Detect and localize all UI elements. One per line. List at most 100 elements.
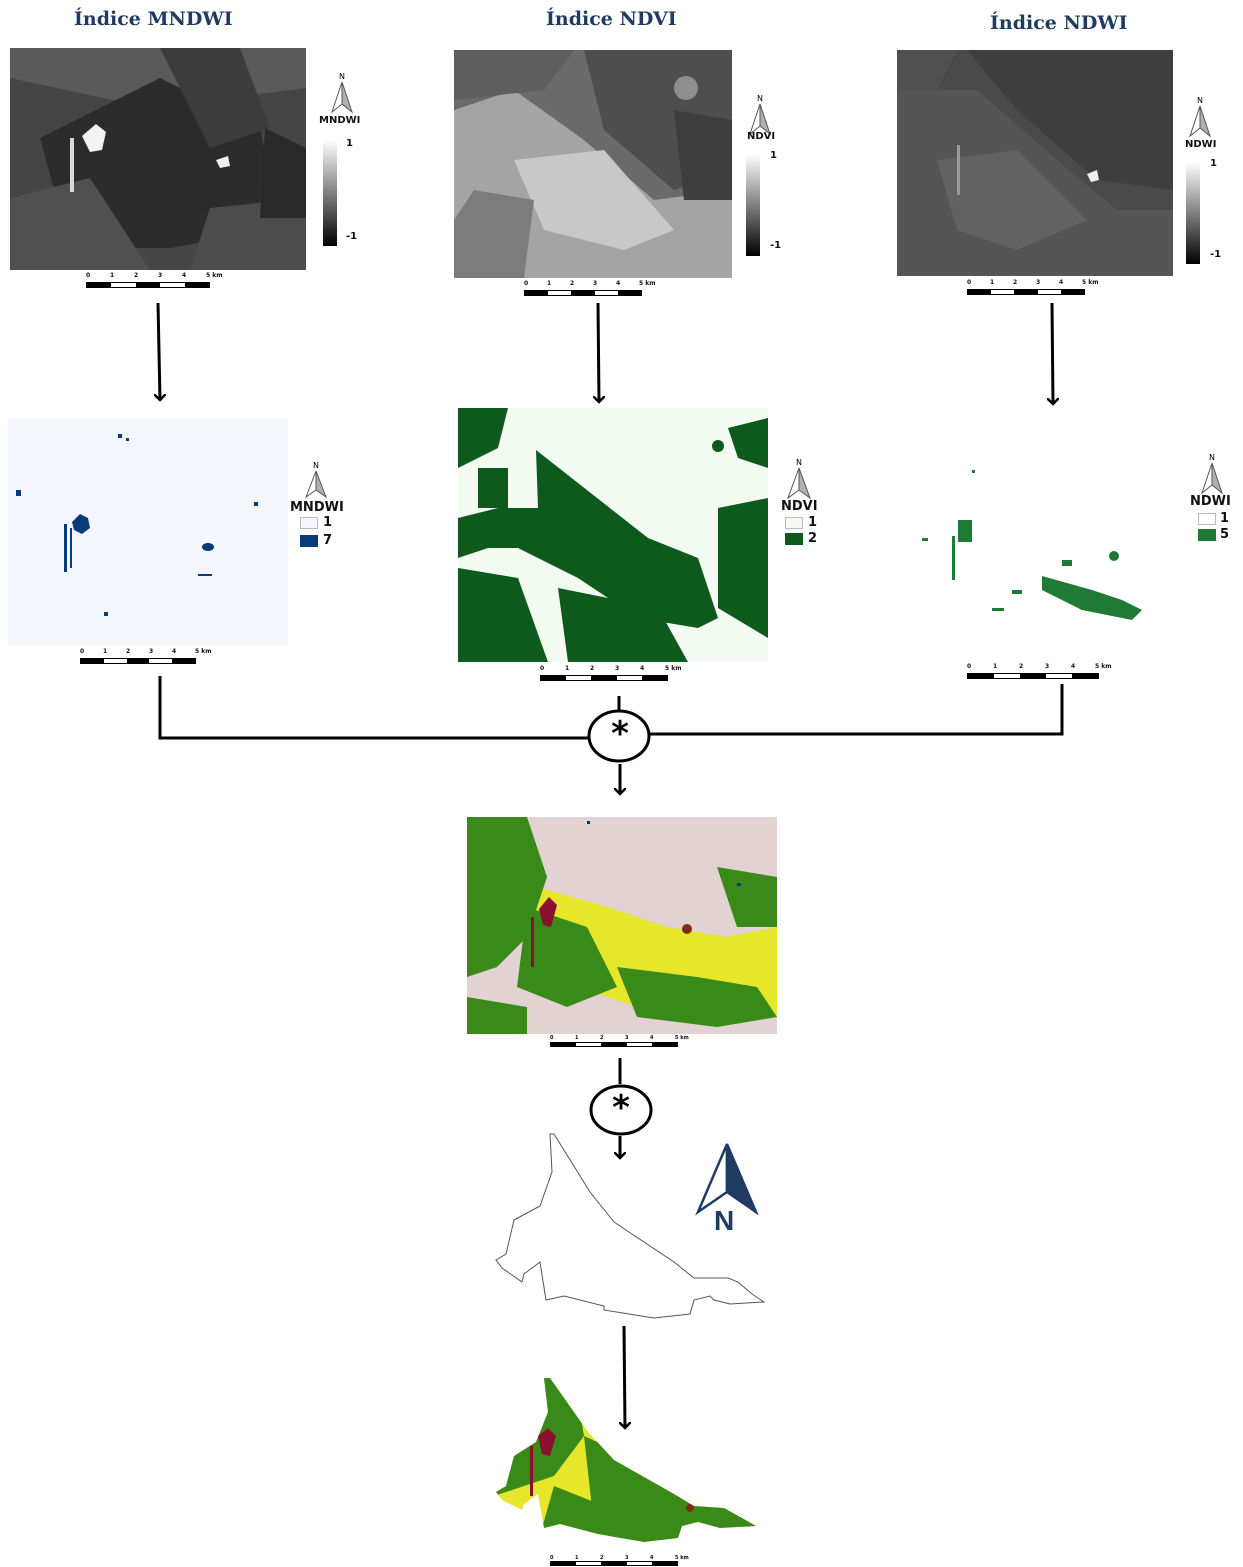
study-area-boundary [495,1133,766,1319]
scale-tick: 2 [570,280,575,287]
legend-min: -1 [346,231,358,242]
scale-tick: 0 [967,663,972,670]
scale-tick: 3 [625,1555,629,1561]
multiply-operator-ellipse [589,1084,653,1136]
legend-swatch-1 [1198,513,1216,525]
scale-bar: 0 1 2 3 4 5 km [524,280,660,300]
legend-swatch-2 [785,533,803,545]
scale-tick: 3 [158,272,163,279]
legend-max: 1 [770,150,777,161]
legend-title: NDVI [747,131,776,142]
connector-mndwi [158,676,590,740]
ndvi-index-map [454,50,732,278]
scale-tick: 4 [650,1035,654,1041]
ndwi-index-map [897,50,1173,276]
scale-bar: 0 1 2 3 4 5 km [540,665,690,685]
gradient-ramp [1186,162,1200,264]
scale-tick: 1 [103,648,108,655]
title-mndwi: Índice MNDWI [74,8,233,30]
north-arrow-icon: N [330,72,354,114]
scale-tick: 4 [616,280,621,287]
scale-bar: 0 1 2 3 4 5 km [80,648,214,668]
final-clipped-map [496,1378,756,1542]
legend-title: NDVI [781,499,818,514]
scale-tick: 5 km [665,665,682,672]
legend-min: -1 [770,240,782,251]
scale-tick: 1 [575,1035,579,1041]
scale-tick: 4 [640,665,645,672]
arrow-mndwi-down [158,302,160,400]
scale-tick: 3 [625,1035,629,1041]
legend-max: 1 [346,138,353,149]
arrow-to-final [624,1325,625,1428]
scale-tick: 3 [593,280,598,287]
connector-ndwi [650,684,1064,736]
scale-tick: 5 km [675,1035,689,1041]
legend-value-2: 7 [323,533,333,548]
scale-tick: 4 [1059,279,1064,286]
legend-min: -1 [1210,249,1222,260]
ndvi-classified-map [458,408,768,662]
scale-tick: 2 [1019,663,1024,670]
gradient-ramp [323,140,337,246]
north-arrow-icon: N [786,458,812,500]
scale-tick: 0 [967,279,972,286]
legend-value-2: 2 [808,531,818,546]
gradient-ramp [746,154,760,256]
title-ndwi: Índice NDWI [990,12,1128,34]
scale-tick: 2 [590,665,595,672]
legend-value-1: 1 [808,515,818,530]
scale-tick: 3 [1036,279,1041,286]
scale-tick: 0 [550,1555,554,1561]
legend-title: MNDWI [319,115,361,126]
legend-swatch-1 [300,517,318,529]
title-ndvi: Índice NDVI [546,8,677,30]
scale-tick: 1 [575,1555,579,1561]
legend-value-2: 5 [1220,527,1230,542]
scale-bar: 0 1 2 3 4 5 km [86,272,223,292]
scale-tick: 5 km [195,648,212,655]
scale-tick: 2 [126,648,131,655]
mndwi-classified-map [8,418,288,646]
scale-tick: 0 [540,665,545,672]
scale-tick: 2 [600,1035,604,1041]
scale-bar: 0 1 2 3 4 5 km [967,279,1103,299]
scale-tick: 2 [600,1555,604,1561]
scale-bar: 0 1 2 3 4 5 km [550,1035,694,1051]
legend-title: MNDWI [290,500,344,515]
arrow-ndwi-down [1052,302,1053,404]
scale-tick: 1 [565,665,570,672]
legend-value-1: 1 [323,515,333,530]
north-arrow-icon: N [748,94,772,136]
scale-tick: 2 [134,272,139,279]
scale-tick: 1 [990,279,995,286]
legend-swatch-1 [785,517,803,529]
north-arrow-icon: N [1200,453,1224,495]
legend-swatch-2 [1198,529,1216,541]
scale-tick: 4 [182,272,187,279]
legend-value-1: 1 [1220,511,1230,526]
operator-symbol: * [612,1088,630,1128]
svg-text:N: N [757,94,763,103]
scale-tick: 4 [650,1555,654,1561]
multiply-operator-ellipse [587,709,651,763]
scale-tick: 3 [149,648,154,655]
north-arrow-icon: N [1188,96,1212,138]
scale-tick: 0 [524,280,529,287]
north-label: N [714,1205,735,1236]
arrow-ndvi-down [598,302,599,402]
scale-tick: 4 [1071,663,1076,670]
legend-title: NDWI [1190,494,1231,509]
scale-tick: 3 [1045,663,1050,670]
svg-text:N: N [1209,453,1215,462]
scale-tick: 5 km [206,272,223,279]
svg-text:N: N [339,72,345,81]
combined-classification-map [467,817,777,1034]
scale-tick: 1 [110,272,115,279]
scale-tick: 5 km [1095,663,1112,670]
ndwi-classified-map [892,440,1162,660]
svg-text:N: N [796,458,802,467]
scale-tick: 0 [86,272,91,279]
north-arrow-icon [695,1143,759,1216]
